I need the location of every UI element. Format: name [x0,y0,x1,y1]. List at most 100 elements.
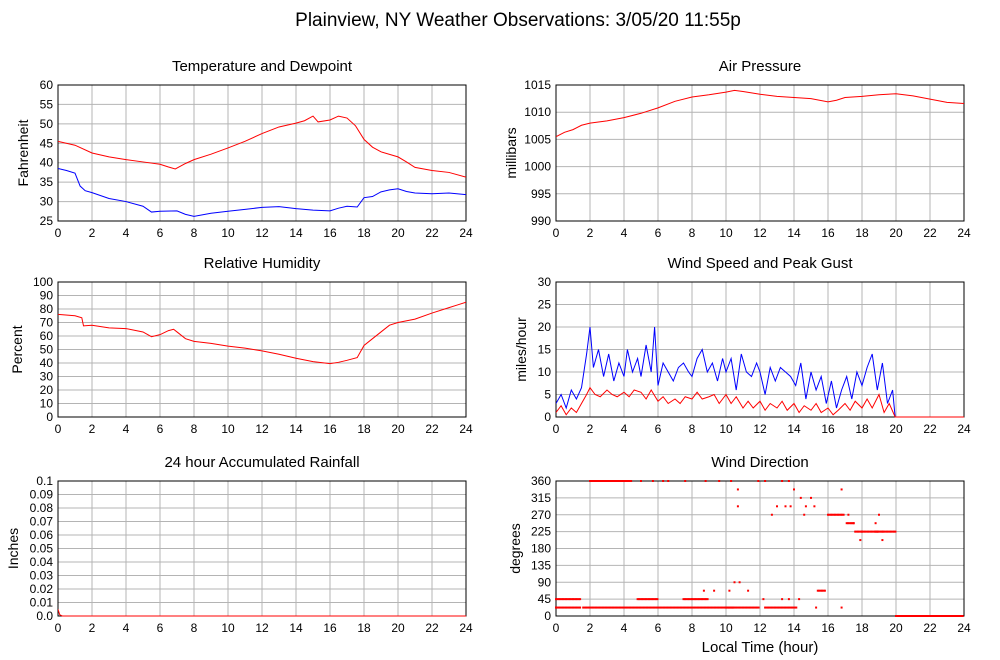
direction-point [682,606,685,609]
direction-point [686,598,689,601]
panel-direction: 0 2 4 6 8 10 12 14 16 18 20 22 240459013518022527031… [507,454,971,635]
direction-point [839,513,842,516]
direction-point [891,530,894,533]
direction-point [600,606,603,609]
y-tick-label: 0.04 [30,555,54,569]
direction-point [865,530,868,533]
direction-point [590,480,593,482]
direction-point [658,606,661,609]
plot-frame [555,84,965,222]
direction-point [829,513,832,516]
direction-point [921,615,924,617]
direction-point [916,615,919,617]
x-tick-label: 20 [889,226,903,240]
direction-point [943,615,946,617]
direction-point [778,606,781,609]
direction-point [569,598,572,601]
direction-point [585,606,588,609]
direction-point [680,606,683,609]
direction-point [613,480,616,482]
direction-point [883,530,886,533]
direction-point [667,606,670,609]
x-tick-label: 14 [787,226,801,240]
direction-point [954,615,957,617]
direction-point [628,606,631,609]
direction-point [899,615,902,617]
direction-point [579,598,582,601]
direction-point [902,615,905,617]
x-tick-label: 20 [391,422,405,436]
direction-point [791,606,794,609]
y-tick-label: 0.01 [30,596,54,610]
direction-point [858,530,861,533]
x-tick-label: 12 [753,226,767,240]
direction-point [604,480,607,482]
direction-point [699,598,702,601]
direction-point [660,606,663,609]
direction-point [818,589,821,592]
direction-point [946,615,949,617]
direction-point [638,606,641,609]
direction-point [785,606,788,609]
direction-point [712,606,715,609]
direction-point [919,615,922,617]
x-tick-label: 2 [89,422,96,436]
x-tick-label: 22 [923,422,937,436]
direction-point [840,606,843,609]
direction-point [795,606,798,609]
direction-point [628,480,631,482]
y-axis-label: miles/hour [513,317,529,382]
direction-point [909,615,912,617]
x-tick-label: 4 [123,621,130,635]
direction-point [643,606,646,609]
direction-point [691,598,694,601]
y-tick-label: 35 [40,175,54,189]
x-tick-label: 4 [621,422,628,436]
x-tick-label: 2 [587,226,594,240]
x-tick-label: 10 [221,422,235,436]
direction-point [695,598,698,601]
direction-point [689,606,692,609]
direction-point [888,530,891,533]
direction-point [713,589,716,592]
direction-point [630,606,633,609]
direction-point [933,615,936,617]
direction-point [869,530,872,533]
direction-point [746,606,749,609]
y-tick-label: 80 [40,302,54,316]
direction-point [730,606,733,609]
x-tick-label: 14 [787,422,801,436]
direction-point [907,615,910,617]
direction-point [937,615,940,617]
y-tick-label: 55 [40,97,54,111]
direction-point [810,496,812,499]
direction-point [885,530,888,533]
x-tick-label: 12 [255,422,269,436]
direction-point [704,480,707,482]
x-tick-label: 22 [923,226,937,240]
direction-point [861,530,863,533]
direction-point [764,606,767,609]
direction-point [685,606,688,609]
direction-point [823,589,826,592]
direction-point [627,606,630,609]
direction-point [914,615,917,617]
x-tick-label: 2 [587,621,594,635]
direction-point [636,598,639,601]
x-tick-label: 0 [553,621,560,635]
direction-point [788,606,791,609]
direction-point [880,530,883,533]
direction-point [736,505,739,508]
direction-point [610,480,613,482]
direction-point [564,606,567,609]
direction-point [663,606,666,609]
direction-point [621,480,624,482]
direction-point [944,615,947,617]
direction-point [649,598,652,601]
direction-point [652,598,655,601]
x-tick-label: 14 [289,422,303,436]
direction-point [566,606,569,609]
direction-point [703,598,706,601]
direction-point [934,615,937,617]
